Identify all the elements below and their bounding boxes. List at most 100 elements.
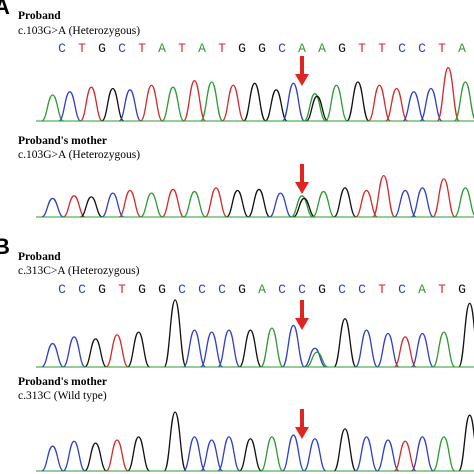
trace-peak xyxy=(458,302,474,368)
trace-peak xyxy=(200,439,224,472)
base-letter: A xyxy=(198,41,206,56)
trace-peak xyxy=(281,324,306,368)
trace-peak xyxy=(290,195,314,218)
trace-peak xyxy=(217,329,241,368)
base-letter: C xyxy=(398,282,406,297)
base-letter: G xyxy=(98,41,106,56)
trace-subtitle-a1: c.103G>A (Heterozygous) xyxy=(18,25,141,37)
trace-peak xyxy=(183,190,206,218)
trace-peak xyxy=(182,329,207,368)
trace-peak xyxy=(126,331,151,368)
trace-peak xyxy=(101,87,125,122)
base-letter: C xyxy=(278,41,286,56)
base-letter: C xyxy=(218,282,226,297)
trace-peak xyxy=(101,192,125,218)
base-letter: C xyxy=(78,282,86,297)
variant-arrow-icon xyxy=(295,409,309,439)
base-letter: T xyxy=(438,41,446,56)
base-letter: T xyxy=(118,282,126,297)
trace-peak xyxy=(292,197,316,218)
trace-title-b1: Proband xyxy=(18,251,61,263)
trace-peak xyxy=(161,188,185,218)
base-letter: G xyxy=(98,282,106,297)
trace-peak xyxy=(453,81,474,122)
trace-peak xyxy=(410,436,435,472)
trace-peak xyxy=(239,438,262,472)
trace-peak xyxy=(140,192,163,218)
base-letter: G xyxy=(238,41,246,56)
trace-subtitle-a2: c.103G>A (Heterozygous) xyxy=(18,149,141,161)
trace-title-a2: Proband's mother xyxy=(18,135,107,147)
trace-peak xyxy=(41,94,64,122)
trace-peak xyxy=(432,331,456,368)
trace-peak xyxy=(118,89,142,122)
trace-peak xyxy=(436,67,460,122)
base-letter: G xyxy=(138,282,146,297)
base-letter: T xyxy=(438,282,446,297)
trace-peak xyxy=(182,436,207,472)
base-letter: A xyxy=(458,41,466,56)
trace-peak xyxy=(312,190,335,218)
trace-title-a1: Proband xyxy=(18,10,61,22)
trace-peak xyxy=(402,91,426,122)
trace-peak xyxy=(221,84,245,122)
trace-subtitle-b2: c.313C (Wild type) xyxy=(18,390,107,402)
base-letter: C xyxy=(178,282,186,297)
trace-subtitle-b1: c.313C>A (Heterozygous) xyxy=(18,265,140,277)
trace-peak xyxy=(367,84,392,122)
trace-peak xyxy=(376,332,400,368)
trace-peak xyxy=(84,442,107,472)
base-letter: C xyxy=(58,282,66,297)
trace-peak xyxy=(139,84,164,122)
trace-peak xyxy=(393,336,417,368)
base-letter: C xyxy=(398,41,406,56)
trace-peak xyxy=(163,299,187,368)
base-letter: T xyxy=(378,282,386,297)
base-letter: G xyxy=(238,282,246,297)
trace-peak xyxy=(79,86,103,122)
base-letter: C xyxy=(338,282,346,297)
base-letter: A xyxy=(258,282,266,297)
trace-peak xyxy=(161,86,185,122)
base-letter: C xyxy=(198,282,206,297)
base-letter: C xyxy=(118,41,126,56)
trace-peak xyxy=(62,195,86,218)
trace-peak xyxy=(281,434,306,472)
base-letter: T xyxy=(78,41,86,56)
trace-peak xyxy=(303,347,327,368)
panel-letter-b: B xyxy=(0,234,10,259)
trace-peak xyxy=(200,331,224,368)
chromatogram-a1 xyxy=(36,56,474,122)
trace-peak xyxy=(305,351,329,368)
base-letter: C xyxy=(58,41,66,56)
trace-peak xyxy=(419,87,443,122)
base-letter: C xyxy=(278,282,286,297)
trace-peak xyxy=(305,95,329,122)
trace-peak xyxy=(324,84,349,122)
trace-peak xyxy=(354,436,379,472)
base-letter: G xyxy=(338,41,346,56)
trace-peak xyxy=(243,82,267,122)
trace-peak xyxy=(346,81,370,122)
trace-peak xyxy=(355,189,378,218)
trace-peak xyxy=(217,436,241,472)
chromatogram-b1 xyxy=(36,299,474,368)
trace-title-b2: Proband's mother xyxy=(18,376,107,388)
trace-peak xyxy=(393,189,417,218)
trace-peak xyxy=(182,80,207,122)
trace-peak xyxy=(105,334,129,368)
trace-peak xyxy=(411,187,434,218)
trace-peak xyxy=(303,438,327,472)
trace-peak xyxy=(80,196,103,218)
trace-peak xyxy=(458,414,474,472)
trace-peak xyxy=(376,439,400,472)
trace-peak xyxy=(58,91,82,122)
trace-peak xyxy=(41,445,64,472)
trace-peak xyxy=(410,332,435,368)
base-letter: G xyxy=(458,282,466,297)
trace-peak xyxy=(62,336,86,368)
trace-peak xyxy=(118,189,142,218)
panel-letter-a: A xyxy=(0,0,10,19)
trace-peak xyxy=(126,436,151,472)
